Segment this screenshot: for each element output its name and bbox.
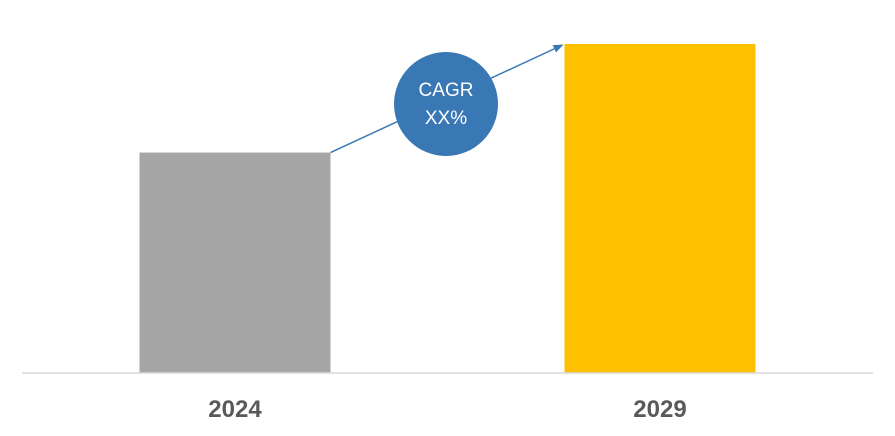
bar-2024	[139, 152, 331, 373]
cagr-value: XX%	[425, 108, 467, 129]
bar-2029	[564, 44, 756, 373]
cagr-circle	[394, 52, 498, 156]
tick-label-2029: 2029	[633, 396, 686, 423]
cagr-label: CAGR	[419, 80, 474, 101]
tick-label-2024: 2024	[208, 396, 262, 423]
tick-labels-layer: 2024 2029	[208, 396, 686, 423]
bars-layer	[139, 44, 756, 373]
cagr-badge: CAGR XX%	[394, 52, 498, 156]
